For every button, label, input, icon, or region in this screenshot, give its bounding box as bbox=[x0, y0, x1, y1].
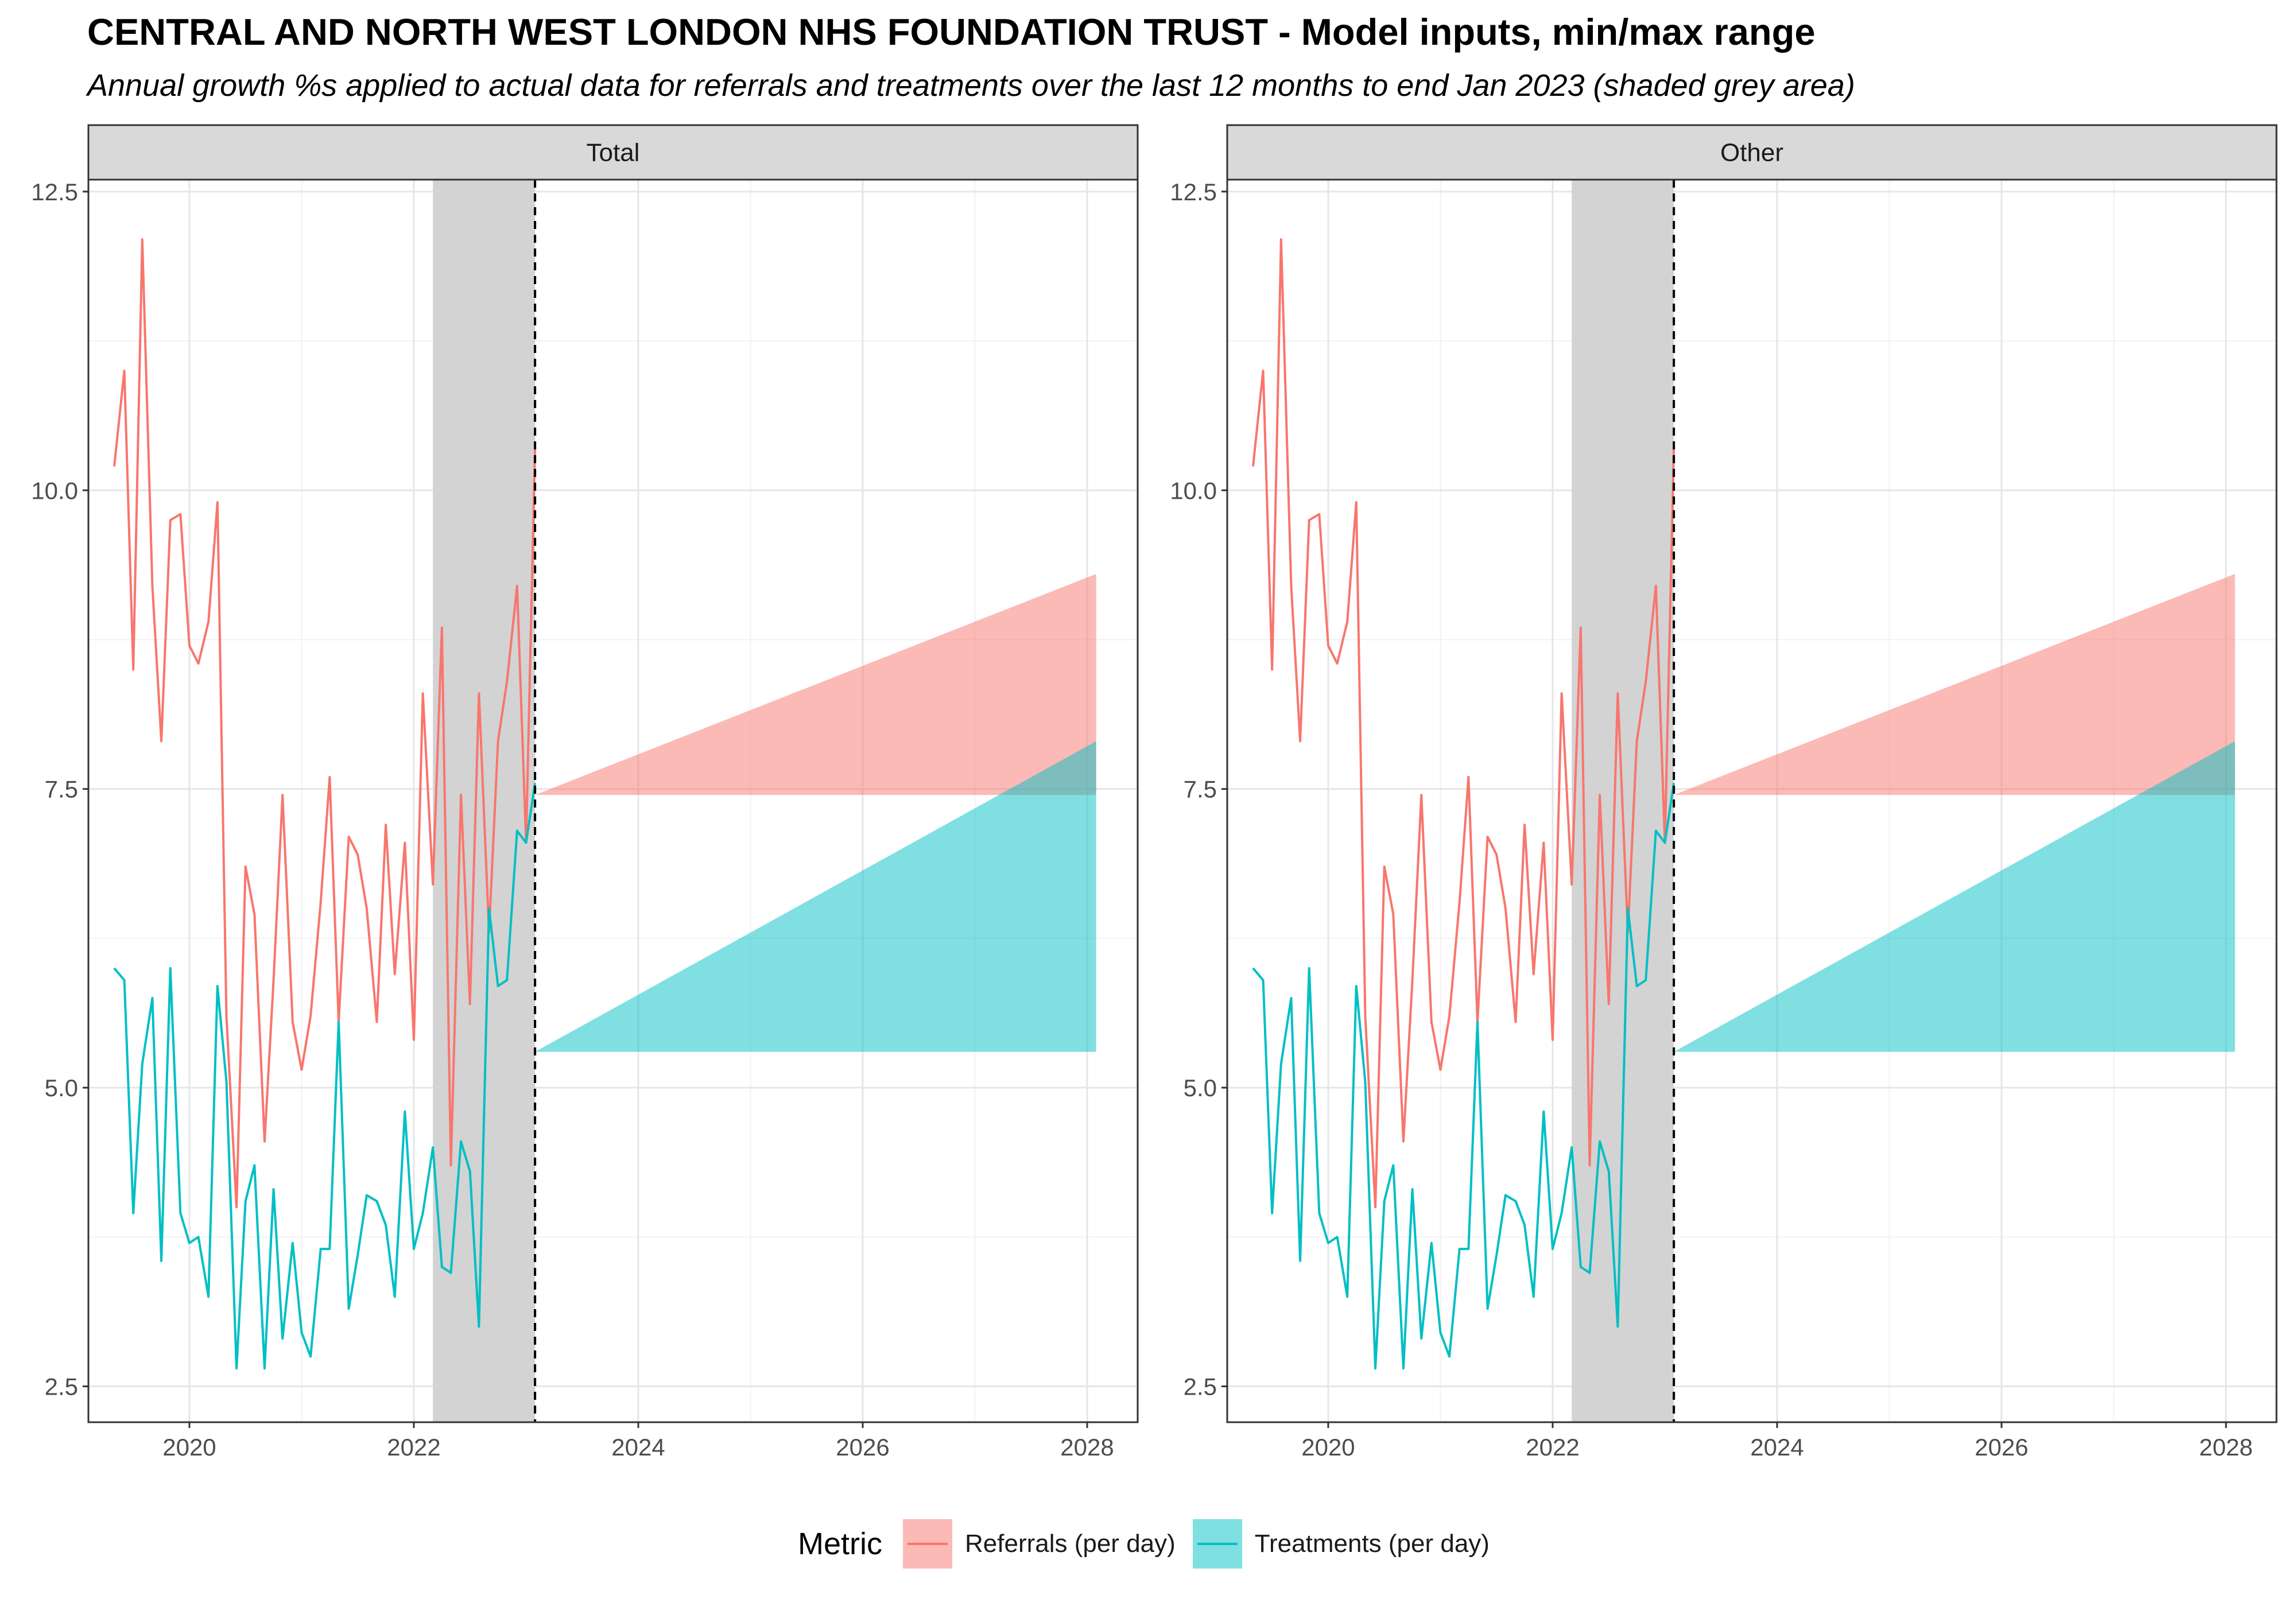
panel-background bbox=[1227, 180, 2276, 1422]
y-tick-label: 2.5 bbox=[45, 1373, 78, 1400]
legend: Metric Referrals (per day) Treatments (p… bbox=[798, 1515, 1507, 1573]
y-tick-label: 2.5 bbox=[1184, 1373, 1217, 1400]
range-ribbon bbox=[1674, 573, 2235, 795]
legend-label-treatments: Treatments (per day) bbox=[1254, 1530, 1490, 1558]
x-tick-label: 2024 bbox=[611, 1434, 665, 1461]
range-ribbon bbox=[535, 741, 1096, 1052]
range-ribbon bbox=[1674, 741, 2235, 1052]
x-tick-label: 2020 bbox=[162, 1434, 216, 1461]
facet-strip bbox=[1226, 124, 2278, 181]
y-tick-label: 5.0 bbox=[1184, 1074, 1217, 1101]
legend-label-referrals: Referrals (per day) bbox=[965, 1530, 1176, 1558]
x-tick-label: 2020 bbox=[1301, 1434, 1355, 1461]
chart-subtitle: Annual growth %s applied to actual data … bbox=[87, 68, 1855, 103]
x-tick-label: 2026 bbox=[836, 1434, 889, 1461]
y-tick-label: 7.5 bbox=[1184, 776, 1217, 803]
x-tick-label: 2024 bbox=[1750, 1434, 1804, 1461]
y-tick-label: 10.0 bbox=[31, 477, 78, 504]
legend-key-treatments bbox=[1192, 1519, 1242, 1569]
legend-title: Metric bbox=[798, 1527, 882, 1561]
range-ribbon bbox=[535, 573, 1096, 795]
series-line bbox=[113, 238, 537, 1209]
facet-strip-label: Total bbox=[587, 139, 640, 167]
x-tick-label: 2028 bbox=[1060, 1434, 1114, 1461]
legend-key-referrals bbox=[903, 1519, 952, 1569]
series-line bbox=[1252, 782, 1676, 1370]
y-tick-label: 10.0 bbox=[1170, 477, 1217, 504]
panel-background bbox=[88, 180, 1138, 1422]
series-line bbox=[113, 782, 537, 1370]
series-line bbox=[1251, 238, 1676, 1209]
facet-strip bbox=[87, 124, 1139, 181]
y-tick-label: 5.0 bbox=[45, 1074, 78, 1101]
y-tick-label: 12.5 bbox=[31, 178, 78, 205]
facet-strip-label: Other bbox=[1720, 139, 1783, 167]
y-tick-label: 7.5 bbox=[45, 776, 78, 803]
panel-total: Total 2.5 5.0 7.5 10.0 12.5 2020 2022 2024 2026 20… bbox=[31, 124, 1139, 1461]
x-tick-label: 2022 bbox=[1526, 1434, 1579, 1461]
panel-other: Other 2.5 5.0 7.5 10.0 12.5 2020 2022 2024 2026 20… bbox=[1170, 124, 2278, 1461]
x-tick-label: 2022 bbox=[387, 1434, 440, 1461]
x-tick-label: 2026 bbox=[1975, 1434, 2028, 1461]
x-tick-label: 2028 bbox=[2199, 1434, 2252, 1461]
y-tick-label: 12.5 bbox=[1170, 178, 1217, 205]
chart-title: CENTRAL AND NORTH WEST LONDON NHS FOUNDA… bbox=[87, 11, 1816, 53]
